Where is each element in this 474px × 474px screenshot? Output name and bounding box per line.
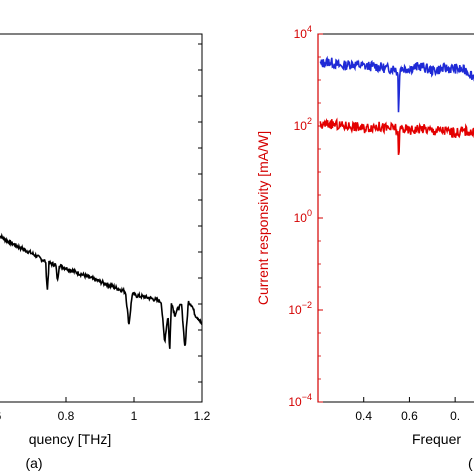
panel-a-axes-frame (0, 33, 203, 403)
panel-a-x-tick-label: 1.2 (194, 409, 211, 423)
panel-b-y-tick-label: 10−2 (288, 300, 312, 317)
panel-b-y-axis-title: Current responsivity [mA/W] (255, 131, 271, 305)
panel-b-series-lines (319, 55, 474, 155)
panel-a-x-ticks: 6 0.8 1 1.2 (0, 43, 211, 423)
panel-b-red-series-line (319, 117, 474, 155)
panel-b-x-tick-label: 0. (450, 409, 460, 423)
panel-b-x-axis-title: Frequer (412, 431, 461, 447)
panel-b-x-tick-label: 0.6 (401, 409, 418, 423)
panel-b-y-ticks: 104 102 100 10−2 10−4 (288, 24, 323, 409)
panel-b-axes-frame (317, 33, 474, 403)
panel-b-y-tick-label: 102 (294, 116, 312, 133)
panel-a-series-line (0, 232, 203, 349)
panel-b-x-ticks: 0.4 0.6 0. (355, 397, 460, 423)
panel-b-blue-series-line (319, 55, 474, 113)
panel-b-label: ( (468, 455, 473, 471)
panel-b-x-tick-label: 0.4 (355, 409, 372, 423)
panel-a-x-tick-label: 1 (131, 409, 138, 423)
panel-a-x-tick-label: 0.8 (58, 409, 75, 423)
panel-a-x-axis-title: quency [THz] (29, 431, 111, 447)
panel-b-y-tick-label: 100 (294, 208, 312, 225)
panel-a-x-tick-label: 6 (0, 409, 2, 423)
panel-b: 104 102 100 10−2 10−4 0.4 0.6 0. Current respo… (255, 24, 474, 471)
panel-b-y-tick-label: 104 (294, 24, 312, 41)
panel-a: 6 0.8 1 1.2 quency [THz] (a) (0, 33, 211, 471)
panel-b-y-tick-label: 10−4 (288, 392, 312, 409)
panel-a-label: (a) (25, 455, 42, 471)
